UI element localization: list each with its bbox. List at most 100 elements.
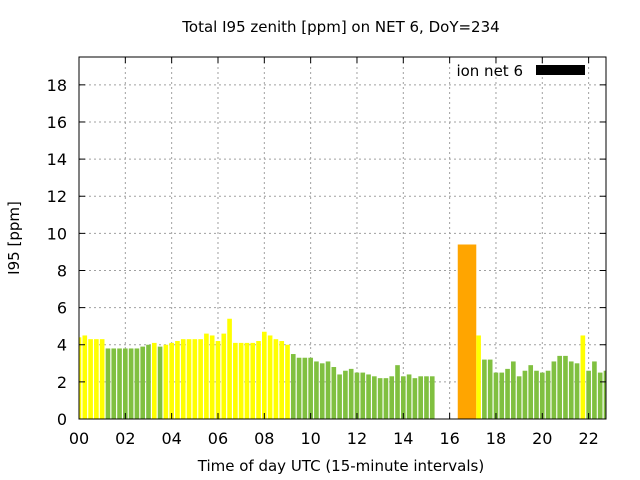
x-tick-label: 12 (347, 429, 367, 448)
bar (325, 361, 331, 419)
bar (273, 339, 279, 419)
y-tick-label: 18 (47, 76, 67, 95)
bar (493, 372, 499, 419)
bar (279, 341, 285, 419)
y-tick-label: 12 (47, 187, 67, 206)
bar (151, 342, 157, 419)
bar (296, 357, 302, 419)
legend-swatch (536, 65, 585, 75)
bar (180, 339, 186, 419)
y-tick-label: 8 (57, 261, 67, 280)
bar (366, 374, 371, 419)
bar (111, 348, 117, 419)
bar (337, 374, 342, 419)
bar (476, 335, 481, 419)
bar (140, 346, 146, 419)
x-axis-ticks: 00 02 04 06 08 10 12 14 16 18 20 22 (69, 57, 599, 448)
bar (319, 363, 325, 419)
bar (198, 339, 203, 419)
legend-label: ion net 6 (456, 62, 523, 80)
bar (395, 365, 400, 419)
y-tick-label: 6 (57, 299, 67, 318)
bar (586, 370, 591, 419)
y-tick-label: 2 (57, 373, 67, 392)
bar (580, 335, 586, 419)
bar (88, 339, 93, 419)
bar (516, 376, 522, 419)
bar (186, 339, 192, 419)
bar (117, 348, 122, 419)
bar (534, 370, 539, 419)
bar (377, 378, 383, 419)
bar (227, 318, 232, 419)
bar (221, 333, 227, 419)
bar (233, 342, 238, 419)
x-tick-label: 16 (439, 429, 459, 448)
bar (79, 337, 82, 419)
x-tick-label: 18 (486, 429, 506, 448)
y-tick-label: 14 (47, 150, 67, 169)
bar (204, 333, 209, 419)
bar (94, 339, 99, 419)
bar (383, 378, 389, 419)
x-tick-label: 08 (254, 429, 274, 448)
bar (267, 335, 273, 419)
bar (406, 374, 412, 419)
bar (331, 367, 337, 419)
bar (539, 372, 545, 419)
bar (528, 365, 534, 419)
y-axis-label: I95 [ppm] (5, 201, 23, 275)
bar (262, 331, 267, 419)
bar (360, 372, 366, 419)
bar (522, 370, 528, 419)
bar (574, 363, 580, 419)
bar (209, 335, 215, 419)
bar (256, 341, 261, 419)
bar (285, 344, 290, 419)
bar (215, 341, 221, 419)
bar (389, 376, 395, 419)
bar (302, 357, 308, 419)
chart-title: Total I95 zenith [ppm] on NET 6, DoY=234 (181, 18, 499, 36)
bar (354, 372, 360, 419)
bar (603, 370, 606, 419)
bar (511, 361, 516, 419)
bar (244, 342, 250, 419)
bar (429, 376, 435, 419)
bar (348, 368, 354, 419)
bar (192, 339, 198, 419)
x-tick-label: 04 (161, 429, 181, 448)
x-tick-label: 02 (115, 429, 135, 448)
bar (128, 348, 134, 419)
bar (424, 376, 429, 419)
x-tick-label: 00 (69, 429, 89, 448)
x-tick-label: 14 (393, 429, 413, 448)
bar (123, 348, 128, 419)
bar (290, 354, 296, 419)
bars-group (79, 244, 606, 419)
y-tick-label: 10 (47, 224, 67, 243)
y-tick-label: 16 (47, 113, 67, 132)
bar (238, 342, 244, 419)
bar (99, 339, 105, 419)
bar (314, 361, 319, 419)
x-tick-label: 10 (300, 429, 320, 448)
bar (175, 341, 180, 419)
x-tick-label: 20 (532, 429, 552, 448)
x-tick-label: 06 (208, 429, 228, 448)
bar (105, 348, 111, 419)
y-tick-label: 4 (57, 336, 67, 355)
bar (482, 359, 487, 419)
y-axis-ticks: 0 2 4 6 8 10 12 14 16 18 (47, 76, 606, 429)
plot-frame (78, 56, 607, 420)
bar (157, 346, 163, 419)
bar (568, 361, 574, 419)
x-axis-label: Time of day UTC (15-minute intervals) (197, 457, 484, 475)
y-tick-label: 0 (57, 410, 67, 429)
bar (400, 376, 406, 419)
bar (146, 344, 151, 419)
bar (134, 348, 140, 419)
legend: ion net 6 (456, 62, 585, 80)
bar (250, 342, 256, 419)
